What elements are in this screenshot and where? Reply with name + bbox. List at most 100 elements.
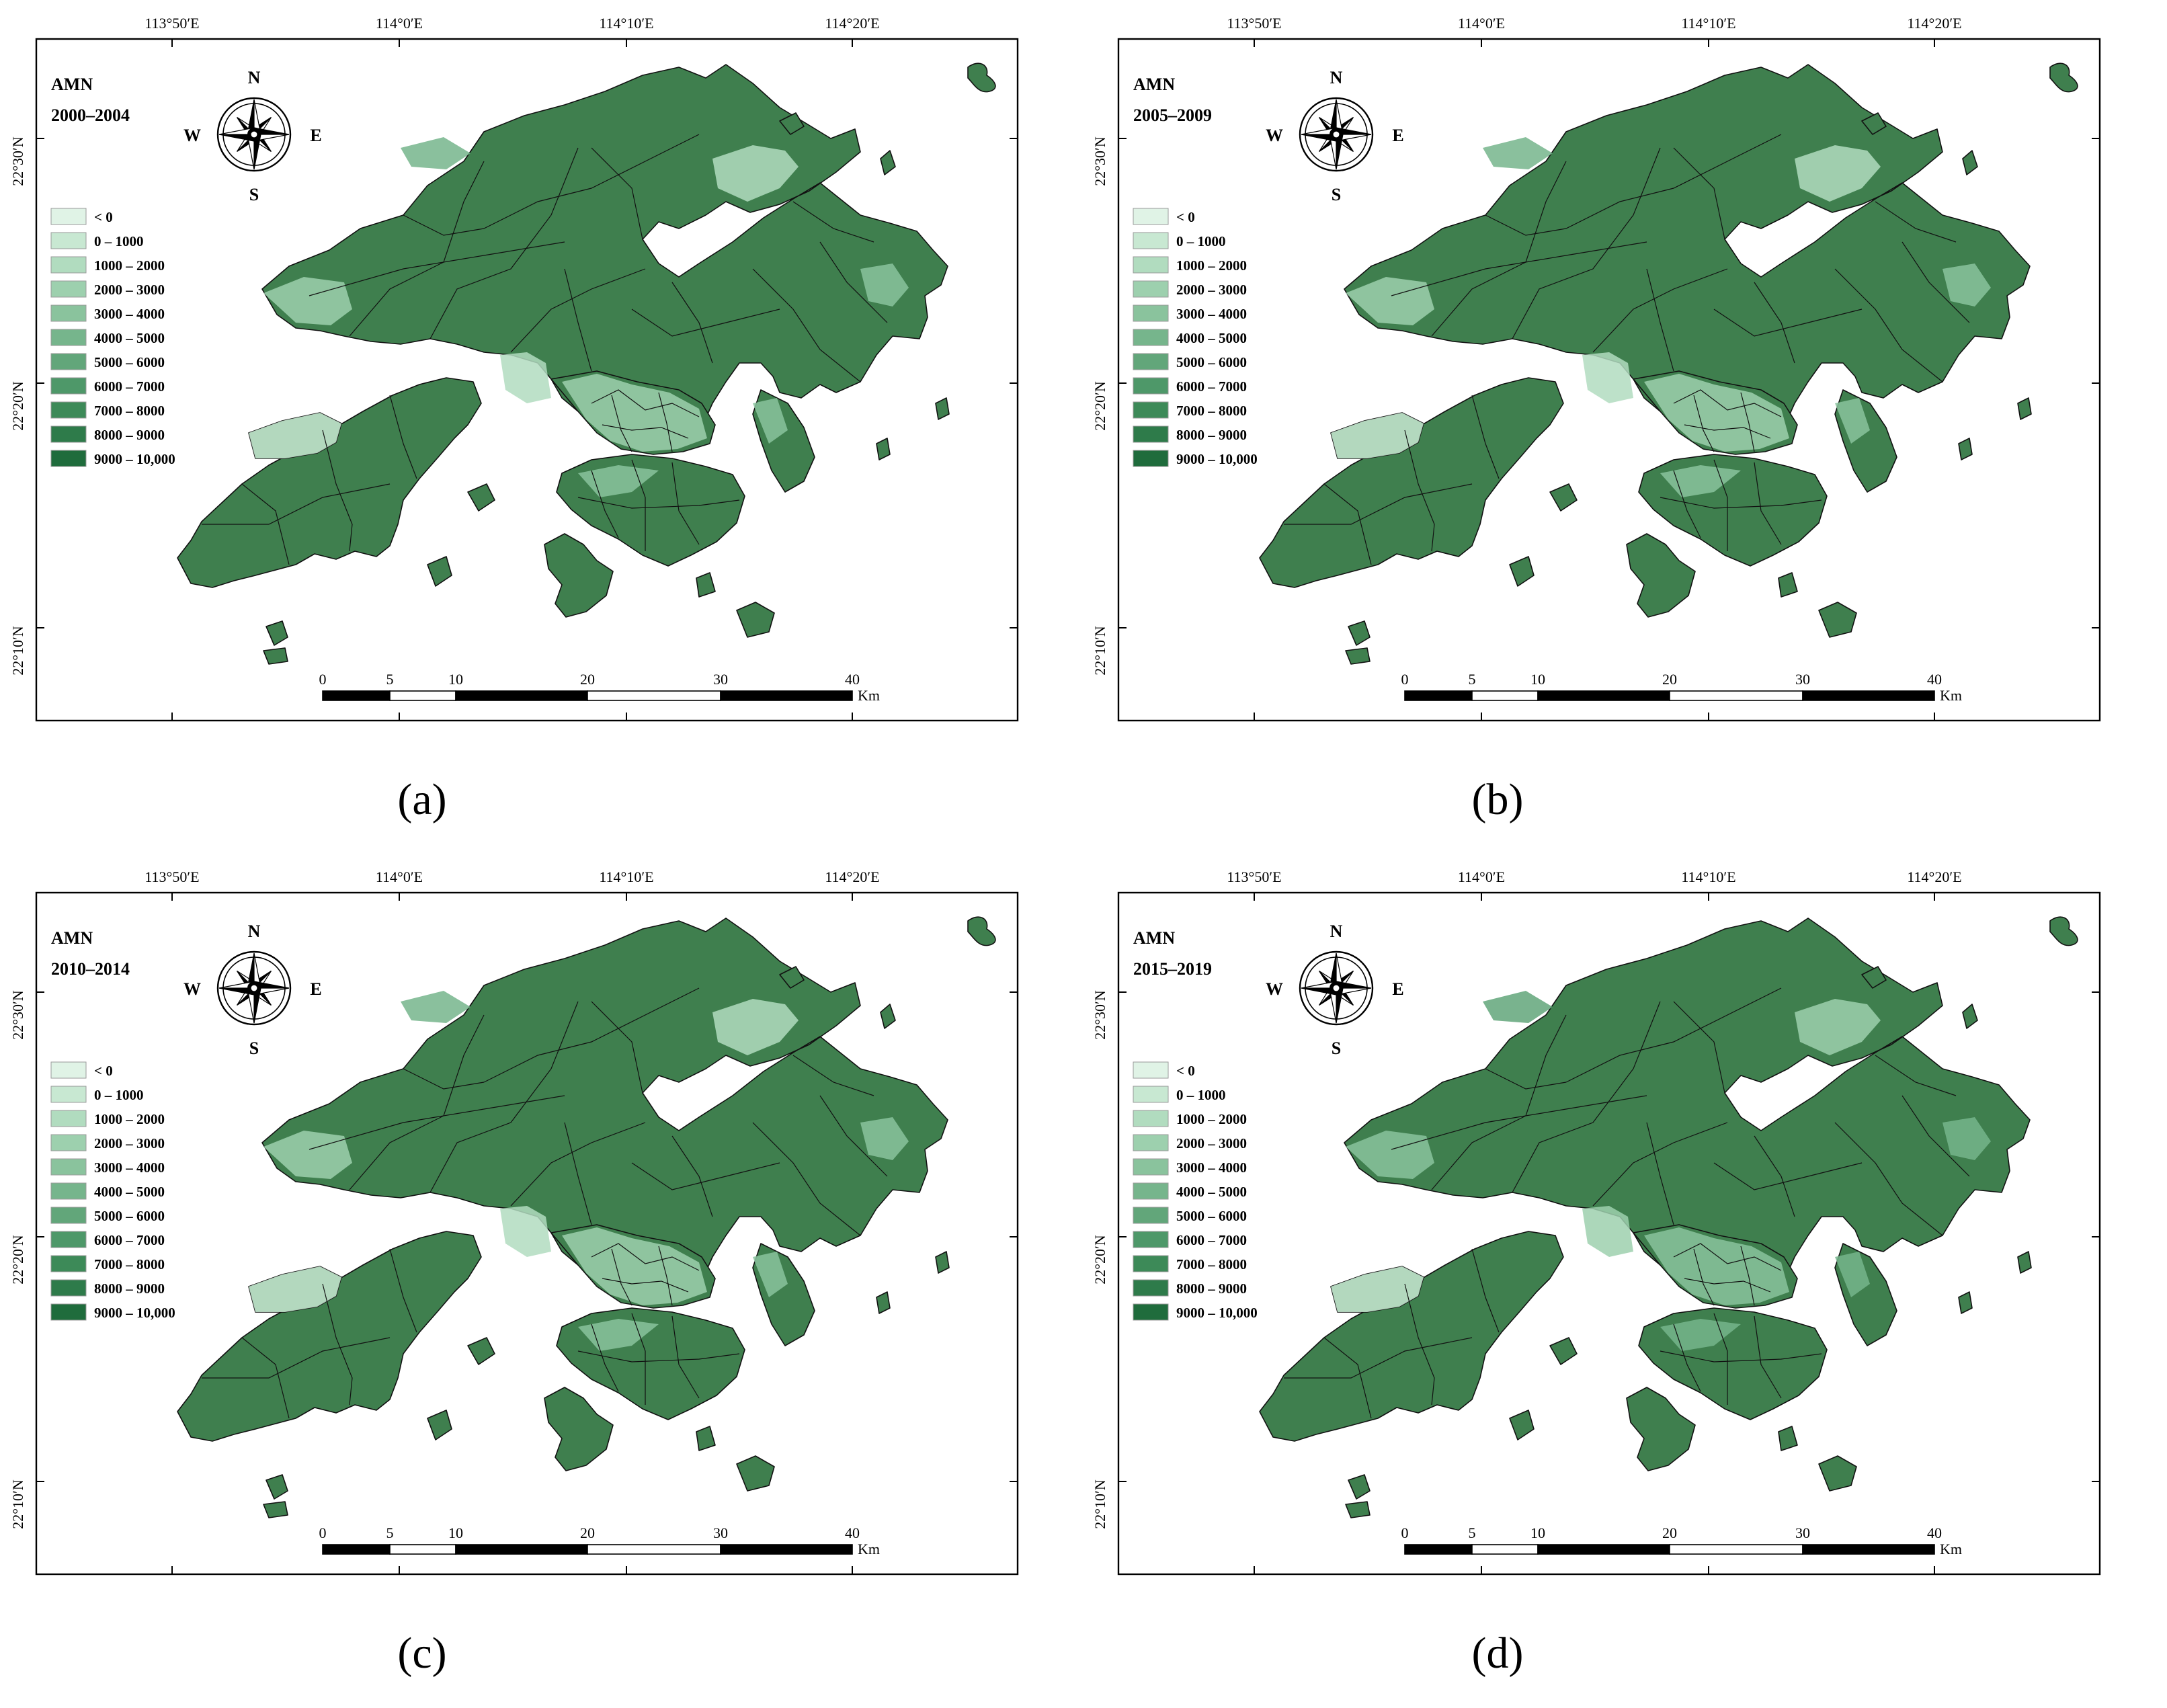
legend-swatch: [50, 1255, 87, 1272]
district-boundary: [591, 1243, 700, 1271]
land-lantau_s: [1818, 602, 1857, 638]
district-boundary: [349, 1014, 485, 1190]
lat-label: 22°30′N: [1092, 990, 1108, 1040]
land-poToi: [696, 1426, 716, 1451]
district-boundary: [1754, 462, 1782, 545]
district-boundary: [591, 1324, 619, 1392]
land-grass: [1861, 966, 1887, 989]
landmass-group: [1259, 916, 2078, 1518]
map-panel-b: 113°50′E 114°0′E 114°10′E 114°20′E 22°30′N 22…: [1082, 0, 2158, 854]
district-boundary: [602, 424, 689, 439]
land-cheung: [427, 556, 452, 587]
legend-label: 0 – 1000: [94, 233, 144, 249]
scale-bar-segment: [1471, 1544, 1539, 1555]
legend-label: 9000 – 10,000: [94, 1305, 175, 1321]
legend-swatch: [50, 256, 87, 274]
land-soko2: [263, 647, 288, 665]
map-title: AMN: [1133, 928, 1175, 948]
scale-bar-tick: 0: [319, 1524, 327, 1541]
lat-label: 22°20′N: [9, 1235, 26, 1285]
district-boundary: [1673, 1324, 1701, 1392]
map-svg: 113°50′E 114°0′E 114°10′E 114°20′E 22°30′N 22…: [1092, 15, 2101, 722]
legend-label: 2000 – 3000: [1176, 1135, 1247, 1151]
legend-label: 4000 – 5000: [94, 330, 165, 346]
district-boundary: [631, 459, 646, 551]
legend-swatch: [1133, 1303, 1169, 1321]
lat-label: 22°10′N: [1092, 626, 1108, 676]
legend-swatch: [50, 304, 87, 322]
map-period: 2015–2019: [1133, 959, 1212, 979]
lon-label: 114°0′E: [1458, 15, 1505, 32]
legend-label: < 0: [1176, 1063, 1195, 1079]
district-boundary: [631, 309, 780, 337]
lat-label: 22°30′N: [9, 136, 26, 186]
land-outl2: [1958, 1291, 1973, 1314]
lon-label: 114°10′E: [1681, 15, 1735, 32]
district-boundary: [1592, 268, 1728, 353]
district-boundary: [1431, 1014, 1567, 1190]
scale-bar-tick: 20: [1662, 671, 1677, 688]
legend-label: 5000 – 6000: [94, 1208, 165, 1224]
legend-label: 5000 – 6000: [94, 354, 165, 370]
district-boundary: [202, 483, 391, 525]
map-panel-a: 113°50′E 114°0′E 114°10′E 114°20′E 22°30′N 22…: [0, 0, 1075, 854]
low-value-patch: [860, 1117, 909, 1160]
scale-bar-segment: [720, 1544, 853, 1555]
land-crest: [967, 63, 996, 93]
map-svg: 113°50′E 114°0′E 114°10′E 114°20′E 22°30′N 22…: [9, 868, 1019, 1576]
legend-label: 8000 – 9000: [94, 1280, 165, 1297]
scale-bar-segment: [1669, 690, 1803, 701]
scale-bar-tick: 30: [1795, 1524, 1810, 1541]
panel-label: (a): [397, 775, 447, 824]
land-poToi: [1778, 572, 1798, 598]
compass-w-label: W: [183, 979, 201, 999]
compass-rose-icon: [1299, 950, 1374, 1026]
district-boundary: [1471, 1248, 1500, 1333]
land-grass: [779, 112, 805, 135]
low-value-patch: [578, 465, 659, 497]
panel-label: (d): [1471, 1629, 1524, 1678]
legend-swatch: [50, 1207, 87, 1224]
scale-bar-tick: 40: [1927, 671, 1942, 688]
district-boundary: [1902, 1095, 1970, 1177]
legend-swatch: [50, 1086, 87, 1103]
land-lantau_s: [736, 1455, 775, 1492]
land-peng: [467, 1337, 495, 1365]
legend-label: 6000 – 7000: [1176, 378, 1247, 395]
legend-label: 1000 – 2000: [1176, 1111, 1247, 1127]
district-boundary: [752, 268, 861, 382]
compass-s-label: S: [249, 1039, 259, 1058]
land-soko2: [1345, 647, 1371, 665]
land-outl3: [935, 397, 950, 420]
compass-e-label: E: [310, 979, 321, 999]
legend-swatch: [50, 450, 87, 467]
low-value-patch: [712, 145, 799, 202]
district-boundary: [510, 268, 646, 353]
legend-swatch: [50, 1182, 87, 1200]
scale-bar-segment: [455, 690, 588, 701]
legend-label: 0 – 1000: [1176, 1087, 1226, 1103]
district-boundary: [564, 1122, 592, 1225]
land-lantau_s: [736, 602, 775, 638]
scale-bar-unit: Km: [1940, 687, 1962, 704]
legend-label: < 0: [94, 209, 113, 225]
scale-bar-segment: [322, 1544, 391, 1555]
district-boundary: [819, 1095, 888, 1177]
compass-n-label: N: [248, 922, 261, 941]
scale-bar-unit: Km: [858, 1541, 880, 1557]
scale-bar-tick: 30: [713, 1524, 728, 1541]
land-cheung: [1509, 556, 1535, 587]
compass-e-label: E: [1392, 126, 1403, 145]
legend-label: 6000 – 7000: [94, 378, 165, 395]
legend-swatch: [50, 1158, 87, 1176]
low-value-patch: [562, 374, 707, 452]
scale-bar-unit: Km: [858, 687, 880, 704]
land-lan: [1259, 1231, 1564, 1442]
land-lan: [1259, 377, 1564, 588]
land-lantau_s: [1818, 1455, 1857, 1492]
scale-bar-segment: [1471, 690, 1539, 701]
low-value-patch: [1483, 137, 1553, 169]
legend-label: 7000 – 8000: [1176, 1256, 1247, 1272]
district-boundary: [631, 1313, 646, 1405]
scale-bar-tick: 20: [580, 1524, 595, 1541]
